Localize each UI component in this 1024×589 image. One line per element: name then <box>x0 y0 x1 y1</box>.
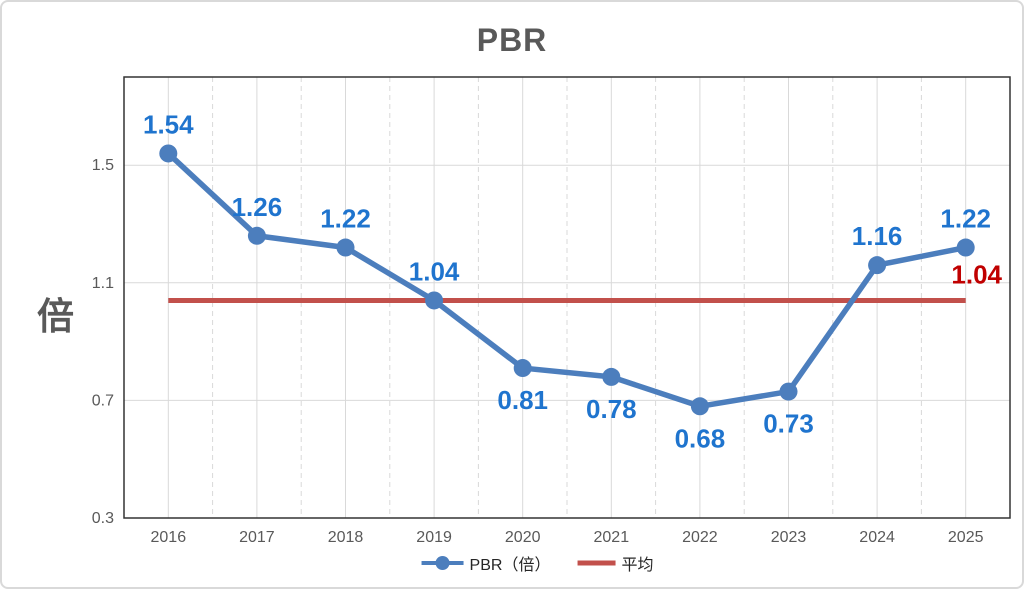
legend-item-pbr: PBR（倍） <box>421 551 551 575</box>
pbr-marker <box>602 367 621 386</box>
legend-label-pbr: PBR（倍） <box>469 557 551 574</box>
pbr-marker <box>425 291 444 310</box>
pbr-data-label: 1.54 <box>143 109 194 139</box>
average-series-swatch-icon <box>577 560 616 566</box>
pbr-marker <box>513 359 532 378</box>
average-data-label: 1.04 <box>951 259 1002 289</box>
pbr-data-label: 0.68 <box>675 423 726 453</box>
pbr-marker <box>690 397 709 416</box>
legend-label-average: 平均 <box>621 557 654 574</box>
pbr-data-label: 0.73 <box>763 409 814 439</box>
y-tick-label: 0.7 <box>92 392 114 409</box>
pbr-line <box>165 150 969 410</box>
x-tick-label: 2019 <box>416 529 452 546</box>
pbr-marker <box>159 144 178 163</box>
pbr-marker <box>779 382 798 401</box>
plot-border <box>123 76 1011 519</box>
chart-title: PBR <box>476 22 548 58</box>
y-tick-label: 0.3 <box>92 510 114 527</box>
legend-item-average: 平均 <box>576 551 653 575</box>
x-tick-label: 2024 <box>859 529 895 546</box>
y-axis-title: 倍 <box>37 296 74 337</box>
x-tick-label: 2021 <box>594 529 630 546</box>
y-tick-label: 1.1 <box>92 275 114 292</box>
x-tick-label: 2018 <box>328 529 364 546</box>
chart-legend: PBR（倍） 平均 <box>421 551 653 575</box>
pbr-data-label: 1.22 <box>940 204 991 234</box>
y-tick-label: 1.5 <box>92 157 114 174</box>
x-tick-label: 2023 <box>771 529 807 546</box>
pbr-marker <box>247 226 266 245</box>
pbr-data-label: 0.78 <box>586 394 637 424</box>
pbr-data-label: 1.26 <box>232 192 283 222</box>
pbr-data-label: 0.81 <box>497 385 548 415</box>
pbr-data-label: 1.04 <box>409 256 460 286</box>
pbr-series-swatch-icon <box>421 556 464 570</box>
pbr-marker <box>336 238 355 257</box>
pbr-data-label: 1.16 <box>852 221 903 251</box>
x-tick-label: 2017 <box>239 529 275 546</box>
x-tick-label: 2016 <box>151 529 187 546</box>
pbr-data-label: 1.22 <box>320 204 371 234</box>
x-tick-label: 2020 <box>505 529 541 546</box>
pbr-marker <box>956 238 975 257</box>
x-tick-label: 2022 <box>682 529 718 546</box>
pbr-marker <box>868 256 887 275</box>
x-tick-label: 2025 <box>948 529 984 546</box>
